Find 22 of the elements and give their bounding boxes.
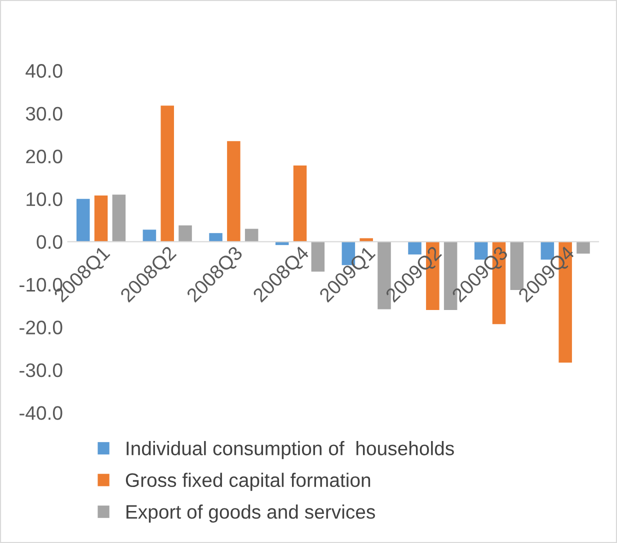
y-tick-label: -20.0 xyxy=(20,320,62,334)
bar xyxy=(227,141,240,242)
bar xyxy=(160,106,174,242)
legend-label: Gross fixed capital formation xyxy=(126,472,370,491)
y-tick-label: -40.0 xyxy=(20,406,62,420)
y-tick-label: 30.0 xyxy=(26,106,62,121)
bar xyxy=(94,195,108,242)
y-tick-label: 0.0 xyxy=(36,235,62,249)
y-tick-label: -30.0 xyxy=(20,363,62,378)
bar xyxy=(209,233,222,242)
y-tick-label: 40.0 xyxy=(26,64,62,78)
bar xyxy=(142,230,156,242)
bar xyxy=(178,225,192,242)
bar xyxy=(576,242,590,254)
legend-label: Individual consumption of households xyxy=(126,441,454,460)
y-tick-label: 10.0 xyxy=(26,192,62,206)
legend-label: Export of goods and services xyxy=(126,504,375,523)
bar xyxy=(293,166,307,242)
y-tick-label: 20.0 xyxy=(26,150,62,164)
bar xyxy=(244,228,258,242)
bar xyxy=(112,194,126,242)
bar xyxy=(76,198,90,242)
